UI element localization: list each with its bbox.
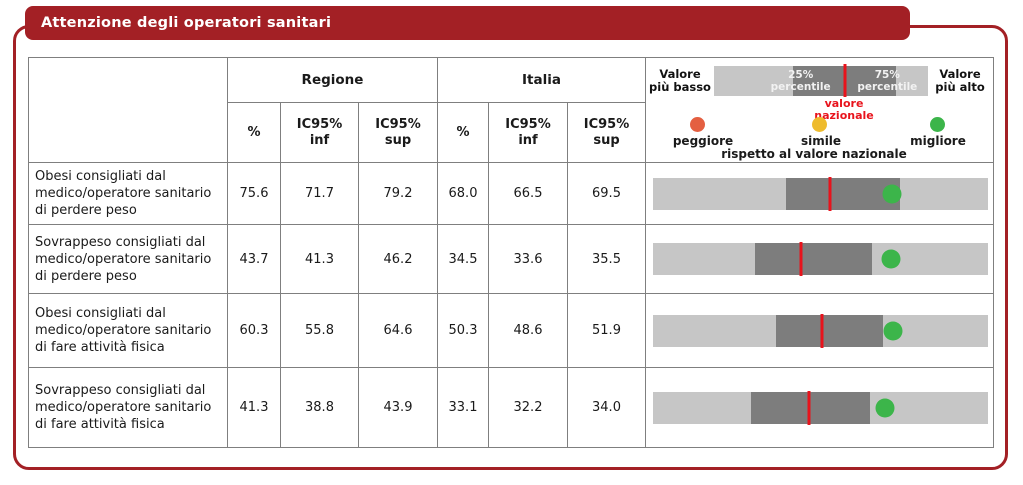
italia-ic-inf: 48.6 (488, 293, 568, 368)
row-label: Obesi consigliati dal medico/operatore s… (28, 162, 228, 225)
regione-pct: 41.3 (227, 367, 281, 448)
percentile-bar (653, 242, 988, 276)
national-value-line (820, 313, 824, 348)
national-value-line (799, 242, 803, 276)
italia-ic-inf: 33.6 (488, 224, 568, 294)
italia-pct: 50.3 (437, 293, 489, 368)
regione-ic-sup: 79.2 (358, 162, 438, 225)
legend-caption: rispetto al valore nazionale (721, 147, 907, 161)
italia-pct: 34.5 (437, 224, 489, 294)
regione-pct: 43.7 (227, 224, 281, 294)
legend-percentile-bar: 25% percentile 75% percentile (714, 64, 928, 97)
similar-dot-icon (812, 117, 827, 132)
regione-pct: 75.6 (227, 162, 281, 225)
interquartile-band (750, 391, 871, 424)
regione-pct-header: % (227, 102, 281, 163)
legend-national-value-label: valore nazionale (814, 97, 874, 122)
italia-ic-sup: 69.5 (567, 162, 646, 225)
legend-cell: Valore più basso 25% percentile 75% perc… (645, 57, 994, 163)
italia-pct: 33.1 (437, 367, 489, 448)
percentile-bar-cell (645, 367, 994, 448)
legend-p25-label: 25% percentile (770, 69, 831, 93)
interquartile-band (785, 177, 901, 210)
corner-cell (28, 57, 228, 163)
interquartile-band (775, 314, 884, 347)
italia-group-header: Italia (437, 57, 646, 103)
regione-ic-inf: 71.7 (280, 162, 359, 225)
italia-ic-inf: 32.2 (488, 367, 568, 448)
row-label: Obesi consigliati dal medico/operatore s… (28, 293, 228, 368)
legend-p75-label: 75% percentile (857, 69, 918, 93)
regione-ic-sup: 43.9 (358, 367, 438, 448)
table-row: Obesi consigliati dal medico/operatore s… (28, 293, 994, 368)
italia-ic-sup-header: IC95% sup (567, 102, 646, 163)
regione-ic-inf: 55.8 (280, 293, 359, 368)
regione-ic-sup-header: IC95% sup (358, 102, 438, 163)
percentile-bar-cell (645, 162, 994, 225)
italia-ic-sup: 34.0 (567, 367, 646, 448)
better-dot-icon (930, 117, 945, 132)
data-table: Regione Italia Valore più basso 25% perc… (28, 57, 994, 448)
region-position-dot (882, 184, 902, 203)
regione-ic-inf: 41.3 (280, 224, 359, 294)
header-text: IC95% inf (296, 116, 343, 148)
similar-label: simile (800, 134, 842, 148)
table-row: Sovrappeso consigliati dal medico/operat… (28, 367, 994, 448)
italia-pct-header: % (437, 102, 489, 163)
table-row: Sovrappeso consigliati dal medico/operat… (28, 224, 994, 294)
region-position-dot (875, 398, 895, 417)
percentile-bar-cell (645, 293, 994, 368)
region-position-dot (883, 321, 903, 340)
national-value-line (807, 390, 811, 425)
regione-ic-inf-header: IC95% inf (280, 102, 359, 163)
italia-ic-sup: 35.5 (567, 224, 646, 294)
interquartile-band (755, 243, 873, 275)
row-label: Sovrappeso consigliati dal medico/operat… (28, 367, 228, 448)
regione-pct: 60.3 (227, 293, 281, 368)
regione-ic-sup: 46.2 (358, 224, 438, 294)
percentile-bar (653, 390, 988, 425)
regione-group-header: Regione (227, 57, 438, 103)
header-text: IC95% inf (505, 116, 551, 148)
percentile-bar (653, 176, 988, 211)
italia-ic-inf: 66.5 (488, 162, 568, 225)
header-text: IC95% sup (375, 116, 421, 148)
percentile-bar-cell (645, 224, 994, 294)
table-container: Regione Italia Valore più basso 25% perc… (28, 57, 994, 448)
region-position-dot (881, 249, 901, 269)
regione-ic-sup: 64.6 (358, 293, 438, 368)
worse-label: peggiore (672, 134, 734, 148)
better-label: migliore (910, 134, 966, 148)
percentile-bar (653, 313, 988, 348)
worse-dot-icon (690, 117, 705, 132)
italia-ic-sup: 51.9 (567, 293, 646, 368)
national-value-line (828, 176, 832, 211)
italia-pct: 68.0 (437, 162, 489, 225)
legend-highest-value-label: Valore più alto (935, 67, 985, 94)
header-text: IC95% sup (583, 116, 630, 148)
legend-national-value-line (843, 64, 847, 97)
italia-ic-inf-header: IC95% inf (488, 102, 568, 163)
legend-lowest-value-label: Valore più basso (649, 67, 711, 94)
regione-ic-inf: 38.8 (280, 367, 359, 448)
table-row: Obesi consigliati dal medico/operatore s… (28, 162, 994, 225)
section-title: Attenzione degli operatori sanitari (25, 6, 910, 40)
row-label: Sovrappeso consigliati dal medico/operat… (28, 224, 228, 294)
